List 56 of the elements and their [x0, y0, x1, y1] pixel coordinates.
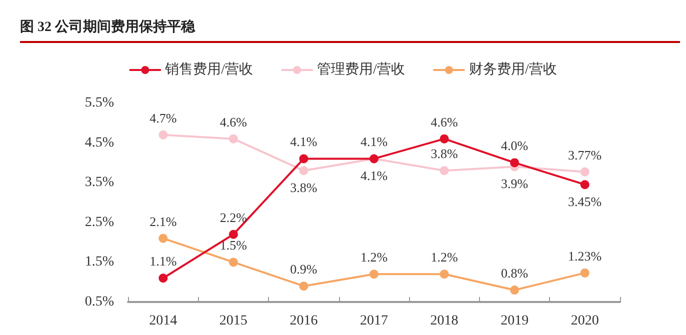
point	[228, 134, 238, 144]
point	[299, 282, 308, 291]
data-label: 2.2%	[220, 210, 248, 225]
point	[580, 268, 590, 278]
point	[228, 230, 238, 239]
data-label: 4.6%	[430, 114, 458, 130]
y-tick-label: 0.5%	[84, 294, 114, 310]
data-label: 4.1%	[360, 168, 388, 184]
point	[158, 274, 168, 283]
point	[580, 180, 590, 190]
point	[440, 270, 449, 279]
x-tick-label: 2014	[149, 314, 178, 328]
x-tick-label: 2017	[360, 314, 388, 328]
y-tick-label: 1.5%	[84, 254, 114, 270]
data-label: 1.23%	[568, 248, 602, 264]
point	[158, 130, 168, 140]
data-label: 1.2%	[430, 250, 458, 265]
data-label: 2.1%	[150, 214, 177, 229]
y-tick-label: 5.5%	[84, 96, 114, 110]
point	[299, 166, 308, 176]
point	[580, 167, 590, 176]
data-label: 4.6%	[220, 114, 248, 130]
data-label: 3.9%	[501, 176, 528, 192]
point	[440, 134, 449, 144]
x-tick-label: 2020	[570, 314, 599, 328]
x-tick-label: 2015	[219, 314, 248, 328]
x-tick-label: 2019	[500, 314, 529, 328]
data-label: 0.9%	[290, 262, 318, 277]
data-label: 3.8%	[290, 180, 318, 196]
x-tick-label: 2018	[430, 314, 458, 328]
data-label: 1.2%	[360, 250, 388, 265]
point	[299, 154, 308, 164]
point	[440, 166, 449, 176]
y-tick-label: 4.5%	[84, 135, 114, 150]
data-label: 4.7%	[150, 110, 177, 126]
legend-label: 财务费用/营收	[468, 62, 557, 78]
data-label: 3.45%	[568, 194, 602, 210]
point	[510, 286, 520, 295]
legend-label: 管理费用/营收	[317, 62, 405, 78]
data-label: 4.1%	[360, 134, 388, 150]
point	[158, 234, 168, 243]
point	[510, 158, 520, 168]
point	[370, 270, 378, 279]
legend-label: 销售费用/营收	[164, 62, 254, 78]
data-label: 1.1%	[150, 254, 177, 269]
x-tick-label: 2016	[290, 314, 318, 328]
chart-title: 图 32 公司期间费用保持平稳	[20, 18, 680, 43]
point	[228, 258, 238, 267]
data-label: 3.8%	[430, 146, 458, 162]
y-tick-label: 2.5%	[84, 214, 114, 230]
data-label: 4.1%	[290, 134, 318, 150]
data-label: 4.0%	[501, 138, 528, 154]
data-label: 1.5%	[220, 238, 248, 253]
data-label: 3.77%	[568, 147, 602, 162]
data-label: 0.8%	[501, 266, 528, 281]
y-tick-label: 3.5%	[84, 175, 114, 190]
